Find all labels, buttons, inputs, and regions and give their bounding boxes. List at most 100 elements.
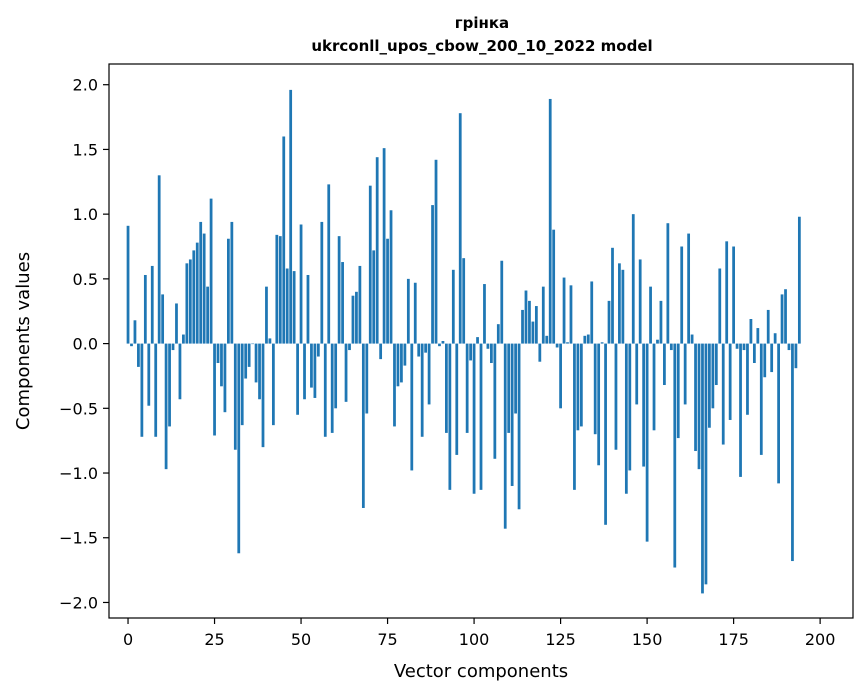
bar-56 <box>320 221 324 344</box>
bar-79 <box>400 343 403 383</box>
plot-frame <box>108 63 854 619</box>
bar-29 <box>227 238 230 344</box>
bar-170 <box>714 343 718 386</box>
bar-30 <box>230 221 234 344</box>
bar-16 <box>182 334 185 344</box>
y-tick-label: −1.5 <box>59 529 98 548</box>
bar-1 <box>130 343 133 347</box>
bar-101 <box>476 337 479 344</box>
bar-132 <box>583 335 587 344</box>
bar-183 <box>759 343 763 455</box>
bars-group <box>126 89 801 594</box>
bar-103 <box>483 284 486 344</box>
bar-54 <box>313 343 317 398</box>
x-tick-label: 50 <box>291 630 311 649</box>
bar-172 <box>721 343 725 445</box>
bar-139 <box>607 300 611 344</box>
bar-192 <box>791 343 794 562</box>
x-tick-label: 200 <box>805 630 836 649</box>
bar-100 <box>472 343 476 494</box>
bar-98 <box>465 343 469 433</box>
bar-96 <box>458 113 462 344</box>
bar-154 <box>659 300 663 344</box>
bar-77 <box>393 343 396 427</box>
bar-119 <box>538 343 542 362</box>
bar-27 <box>220 343 223 387</box>
bar-15 <box>178 343 182 400</box>
bar-99 <box>469 343 472 361</box>
chart-title: грінка <box>455 14 509 32</box>
y-tick-label: 1.0 <box>73 205 98 224</box>
bar-83 <box>413 282 417 344</box>
bar-86 <box>424 343 428 353</box>
y-tick-label: 0.0 <box>73 335 98 354</box>
bar-42 <box>271 343 275 426</box>
bar-70 <box>368 185 372 344</box>
bar-123 <box>552 229 556 344</box>
bar-10 <box>161 294 165 344</box>
bar-46 <box>285 268 289 344</box>
bar-88 <box>431 205 434 344</box>
bar-92 <box>445 343 448 433</box>
bar-118 <box>534 306 538 344</box>
bar-74 <box>382 148 386 344</box>
bar-109 <box>503 343 507 529</box>
y-tick-label: 2.0 <box>73 76 98 95</box>
bar-136 <box>597 343 601 466</box>
bar-58 <box>327 184 331 344</box>
bar-45 <box>282 136 286 344</box>
bar-134 <box>590 281 594 344</box>
bar-55 <box>316 343 320 357</box>
bar-18 <box>188 259 192 344</box>
bar-76 <box>389 210 393 344</box>
bar-108 <box>500 260 504 344</box>
bar-121 <box>545 335 549 344</box>
bar-107 <box>496 324 500 344</box>
bar-20 <box>195 242 199 344</box>
bar-50 <box>299 224 303 344</box>
bar-82 <box>410 343 414 471</box>
bar-180 <box>749 319 753 344</box>
bar-106 <box>493 343 497 459</box>
x-axis-label: Vector components <box>394 661 568 682</box>
bar-94 <box>451 269 455 344</box>
bar-87 <box>427 343 431 405</box>
bar-28 <box>223 343 227 413</box>
x-tick-label: 150 <box>632 630 663 649</box>
bar-9 <box>157 175 161 344</box>
bar-113 <box>517 343 521 510</box>
bar-104 <box>486 343 490 349</box>
bar-147 <box>635 343 639 405</box>
bar-84 <box>417 343 421 357</box>
bar-63 <box>344 343 348 402</box>
bar-8 <box>154 343 158 437</box>
bar-68 <box>361 343 365 508</box>
bar-185 <box>766 309 770 344</box>
bar-179 <box>746 343 749 415</box>
bar-128 <box>569 285 573 344</box>
bar-116 <box>528 300 531 344</box>
bar-186 <box>770 343 774 373</box>
bar-150 <box>645 343 649 542</box>
x-axis-ticks: 0 25 50 75 100 125 150 175 200 <box>123 618 835 649</box>
bar-189 <box>780 294 784 344</box>
bar-7 <box>150 265 154 344</box>
bar-52 <box>306 274 310 344</box>
bar-169 <box>711 343 715 409</box>
bar-43 <box>275 234 279 344</box>
bar-91 <box>441 341 445 344</box>
bar-155 <box>663 343 666 386</box>
bar-37 <box>254 343 258 383</box>
bar-78 <box>396 343 400 387</box>
x-tick-label: 175 <box>718 630 749 649</box>
bar-191 <box>787 343 791 351</box>
bar-122 <box>548 98 552 344</box>
bar-19 <box>192 250 196 344</box>
x-tick-label: 100 <box>459 630 490 649</box>
bar-187 <box>773 333 777 344</box>
bar-64 <box>348 343 351 351</box>
bar-57 <box>323 343 327 437</box>
y-tick-label: −2.0 <box>59 593 98 612</box>
bar-178 <box>742 343 746 351</box>
bar-69 <box>365 343 369 414</box>
